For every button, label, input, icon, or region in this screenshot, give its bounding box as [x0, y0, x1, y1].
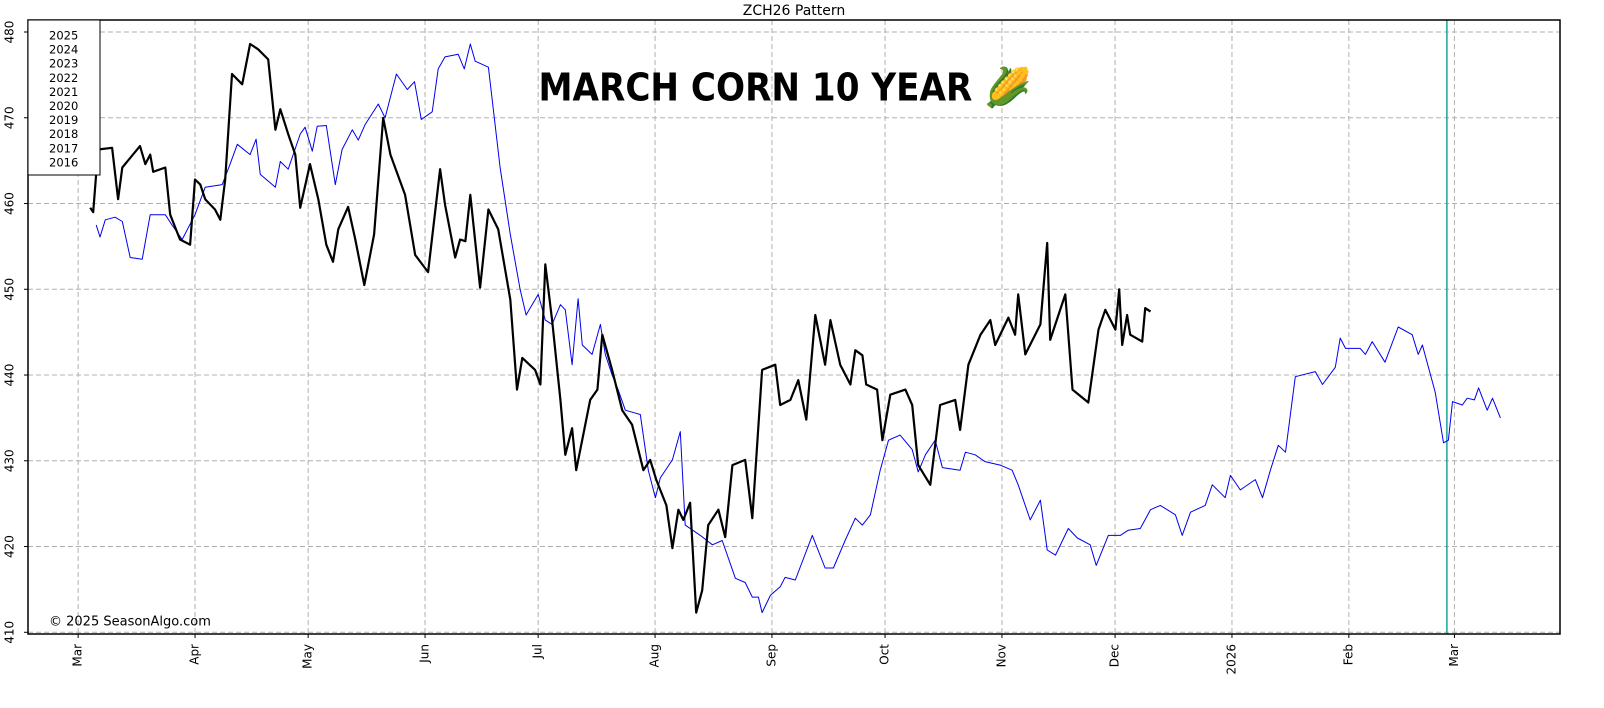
chart-title: ZCH26 Pattern: [743, 3, 846, 19]
x-tick-label: Mar: [71, 644, 85, 667]
legend-entry: 2022: [49, 71, 78, 85]
legend-entry: 2016: [49, 155, 78, 169]
x-tick-label: May: [301, 644, 315, 669]
legend-entry: 2020: [49, 99, 78, 113]
x-tick-label: Jul: [531, 644, 545, 659]
y-tick-label: 440: [3, 364, 17, 387]
x-tick-label: Nov: [994, 644, 1008, 667]
x-tick-label: Sep: [764, 644, 778, 667]
legend-entry: 2019: [49, 113, 78, 127]
plot-area: [24, 20, 1560, 638]
y-tick-label: 460: [3, 192, 17, 215]
x-tick-label: 2026: [1224, 644, 1238, 675]
x-tick-label: Jun: [418, 644, 432, 664]
overlay-title: MARCH CORN 10 YEAR 🌽: [539, 65, 1032, 110]
y-tick-label: 450: [3, 278, 17, 301]
copyright: © 2025 SeasonAlgo.com: [49, 615, 211, 630]
y-tick-label: 470: [3, 106, 17, 129]
legend-entry: 2025: [49, 29, 78, 43]
legend-box: [27, 19, 101, 176]
x-tick-label: Mar: [1447, 644, 1461, 667]
legend-entry: 2023: [49, 57, 78, 71]
x-tick-label: Dec: [1108, 644, 1122, 667]
x-tick-label: Oct: [878, 644, 892, 665]
series-line: [95, 43, 1501, 614]
x-tick-label: Apr: [188, 644, 202, 665]
y-tick-label: 480: [3, 21, 17, 44]
y-tick-label: 420: [3, 535, 17, 558]
legend-entry: 2018: [49, 127, 78, 141]
x-tick-label: Feb: [1341, 644, 1355, 665]
y-tick-label: 410: [3, 621, 17, 644]
y-tick-label: 430: [3, 449, 17, 472]
series-line: [89, 42, 1152, 614]
legend-entry: 2024: [49, 43, 78, 57]
legend-entry: 2017: [49, 141, 78, 155]
plot-frame: [27, 19, 1561, 635]
x-tick-label: Aug: [648, 644, 662, 667]
legend-entry: 2021: [49, 85, 78, 99]
